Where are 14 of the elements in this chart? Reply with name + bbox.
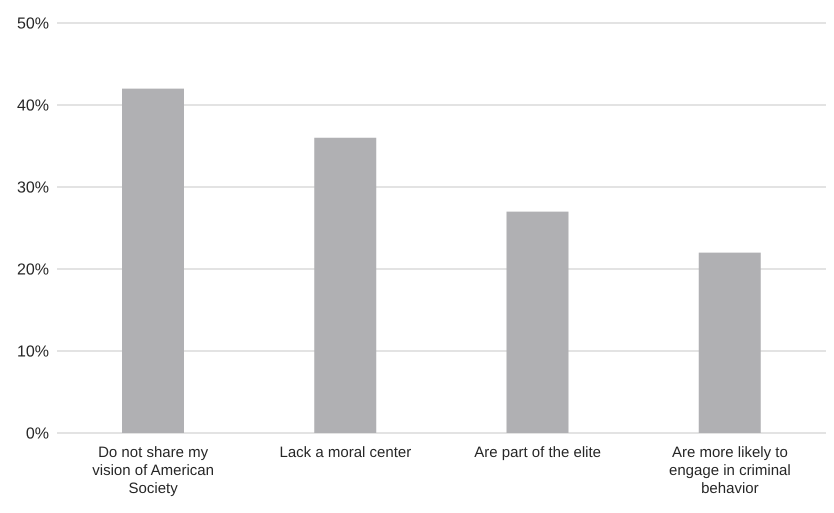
y-tick-label: 40%: [16, 98, 49, 115]
y-tick-label: 20%: [16, 262, 49, 279]
y-tick-label: 0%: [26, 426, 49, 443]
x-tick-label: Lack a moral center: [280, 444, 412, 461]
x-tick-label: Are more likely to engage in criminal behavior: [669, 444, 791, 497]
bar: [506, 212, 568, 433]
y-tick-label: 10%: [16, 344, 49, 361]
y-tick-label: 30%: [16, 180, 49, 197]
bar: [122, 88, 184, 433]
y-tick-label: 50%: [16, 16, 49, 33]
x-tick-label: Do not share my vision of American Society: [92, 444, 214, 497]
bar: [314, 138, 376, 433]
bar: [698, 252, 761, 433]
x-tick-label: Are part of the elite: [474, 444, 601, 461]
